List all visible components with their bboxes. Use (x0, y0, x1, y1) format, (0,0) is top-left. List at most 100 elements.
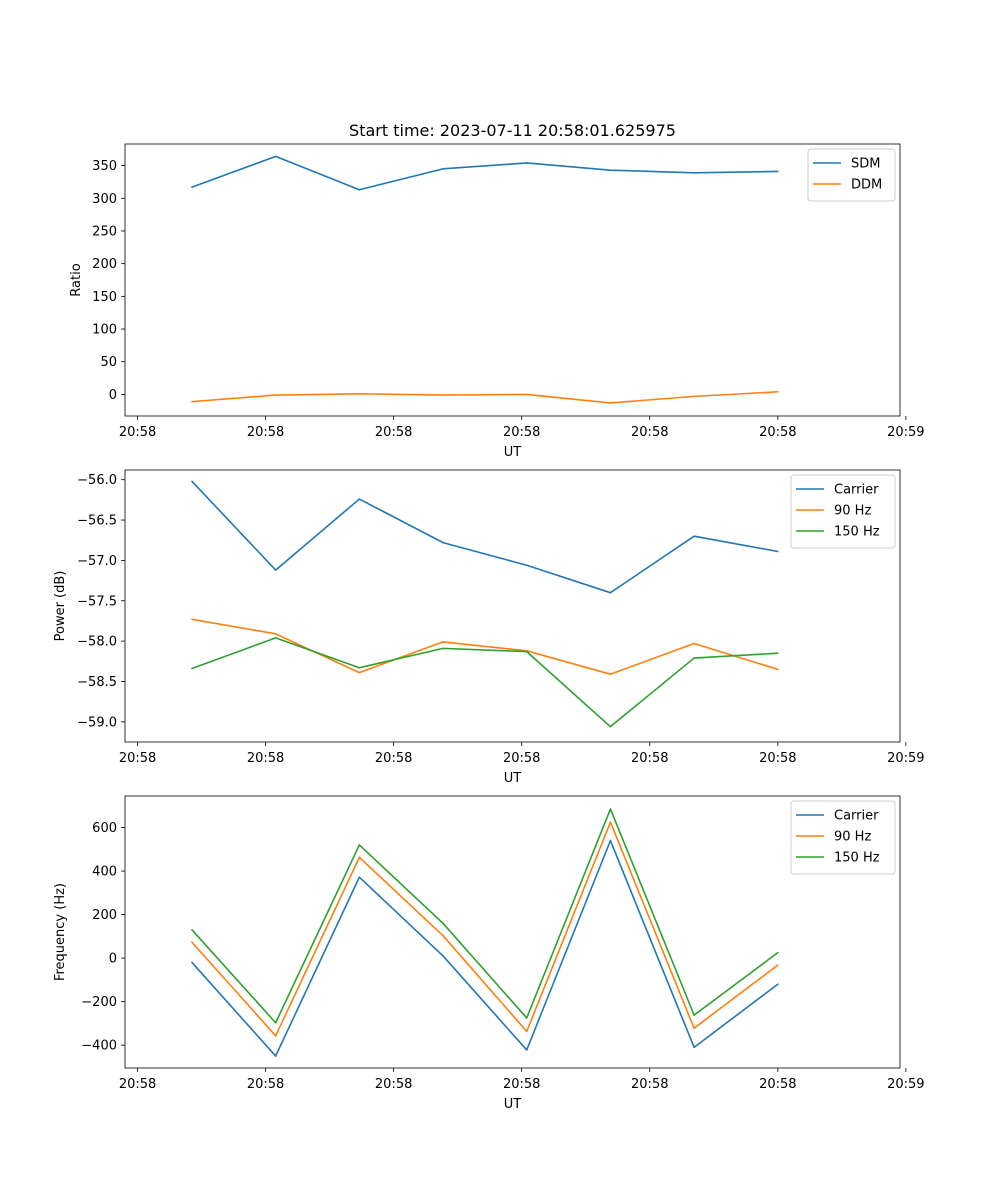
y-tick-label: 150 (92, 290, 117, 305)
legend-entry: 150 Hz (834, 851, 880, 866)
data-point (525, 162, 528, 164)
data-point (609, 821, 612, 823)
data-point (777, 668, 779, 671)
x-tick-label: 20:58 (375, 1077, 412, 1092)
x-tick-label: 20:58 (759, 1077, 796, 1092)
data-point (777, 964, 779, 966)
y-tick-label: −56.5 (77, 514, 117, 529)
y-tick-label: −58.5 (77, 675, 117, 690)
data-point (358, 844, 361, 846)
legend-box (790, 800, 896, 875)
x-tick-label: 20:58 (375, 751, 412, 766)
axes-frame (124, 469, 901, 743)
data-point (525, 1030, 528, 1033)
data-point (442, 541, 444, 544)
legend-entry: 90 Hz (834, 504, 871, 519)
y-tick-label: −200 (81, 995, 117, 1010)
x-tick-label: 20:59 (887, 751, 924, 766)
data-point (693, 535, 695, 537)
series-line-150-hz (191, 808, 779, 1024)
x-tick-label: 20:58 (631, 1077, 668, 1092)
series-line-sdm (191, 155, 778, 191)
series-line-90-hz (191, 821, 779, 1037)
y-tick-label: 300 (92, 192, 117, 207)
legend-entry: Carrier (834, 483, 879, 498)
data-point (442, 922, 444, 925)
data-point (358, 671, 361, 674)
y-tick-label: −56.0 (77, 473, 117, 488)
data-point (274, 1021, 277, 1024)
data-point (358, 188, 361, 191)
data-point (191, 667, 193, 670)
data-point (442, 641, 444, 643)
y-tick-label: −57.5 (77, 594, 117, 609)
y-tick-label: 0 (109, 952, 117, 967)
data-point (693, 642, 695, 645)
series-line-90-hz (191, 618, 779, 676)
data-point (777, 550, 779, 553)
legend-entry: 90 Hz (834, 830, 871, 845)
y-tick-label: 250 (92, 224, 117, 239)
data-point (274, 394, 277, 396)
axes-frame (124, 143, 901, 417)
x-tick-label: 20:58 (759, 751, 796, 766)
data-point (609, 808, 612, 810)
data-point (191, 480, 193, 483)
data-point (777, 170, 779, 173)
data-point (191, 186, 193, 188)
axes-frame (124, 795, 901, 1069)
data-point (693, 395, 695, 398)
x-axis-label: UT (504, 445, 522, 460)
y-tick-label: 600 (92, 821, 117, 836)
data-point (442, 955, 444, 957)
y-tick-label: −400 (81, 1039, 117, 1054)
data-point (525, 393, 528, 396)
x-tick-label: 20:58 (503, 425, 540, 440)
data-point (358, 666, 361, 669)
legend: Carrier 90 Hz 150 Hz (790, 474, 896, 549)
data-point (358, 392, 361, 395)
data-point (609, 402, 612, 404)
data-point (525, 564, 528, 567)
data-point (191, 618, 193, 621)
data-point (274, 1055, 277, 1057)
series-line-150-hz (191, 637, 778, 728)
data-point (274, 155, 277, 158)
data-point (274, 633, 277, 635)
data-point (191, 929, 193, 931)
data-point (358, 856, 361, 859)
data-point (777, 951, 779, 954)
data-point (358, 876, 361, 878)
y-tick-label: 200 (92, 257, 117, 272)
x-tick-label: 20:58 (247, 751, 284, 766)
data-point (442, 934, 444, 937)
chart-title: Start time: 2023-07-11 20:58:01.625975 (349, 121, 676, 140)
legend-box (790, 474, 896, 549)
data-point (609, 169, 612, 171)
legend-box (807, 148, 896, 202)
series-line-ddm (191, 391, 778, 404)
data-point (442, 168, 444, 170)
x-tick-label: 20:58 (247, 425, 284, 440)
data-point (609, 673, 612, 676)
y-tick-label: −59.0 (77, 715, 117, 730)
x-tick-label: 20:59 (887, 425, 924, 440)
data-point (693, 1027, 695, 1029)
y-tick-label: 350 (92, 159, 117, 174)
x-tick-label: 20:58 (503, 751, 540, 766)
y-tick-label: −57.0 (77, 554, 117, 569)
y-tick-label: −58.0 (77, 635, 117, 650)
x-tick-label: 20:59 (887, 1077, 924, 1092)
y-tick-label: 100 (92, 323, 117, 338)
legend-entry: Carrier (834, 809, 879, 824)
data-point (693, 171, 695, 174)
data-point (358, 498, 361, 500)
y-axis-label: Power (dB) (53, 571, 68, 642)
chart-panel-1: 20:58 20:58 20:58 20:58 20:58 20:58 20:59 0 50 10… (69, 121, 925, 460)
data-point (609, 591, 612, 594)
y-axis-label: Frequency (Hz) (53, 883, 68, 981)
x-tick-label: 20:58 (631, 425, 668, 440)
y-tick-label: 0 (109, 388, 117, 403)
data-point (274, 637, 277, 639)
